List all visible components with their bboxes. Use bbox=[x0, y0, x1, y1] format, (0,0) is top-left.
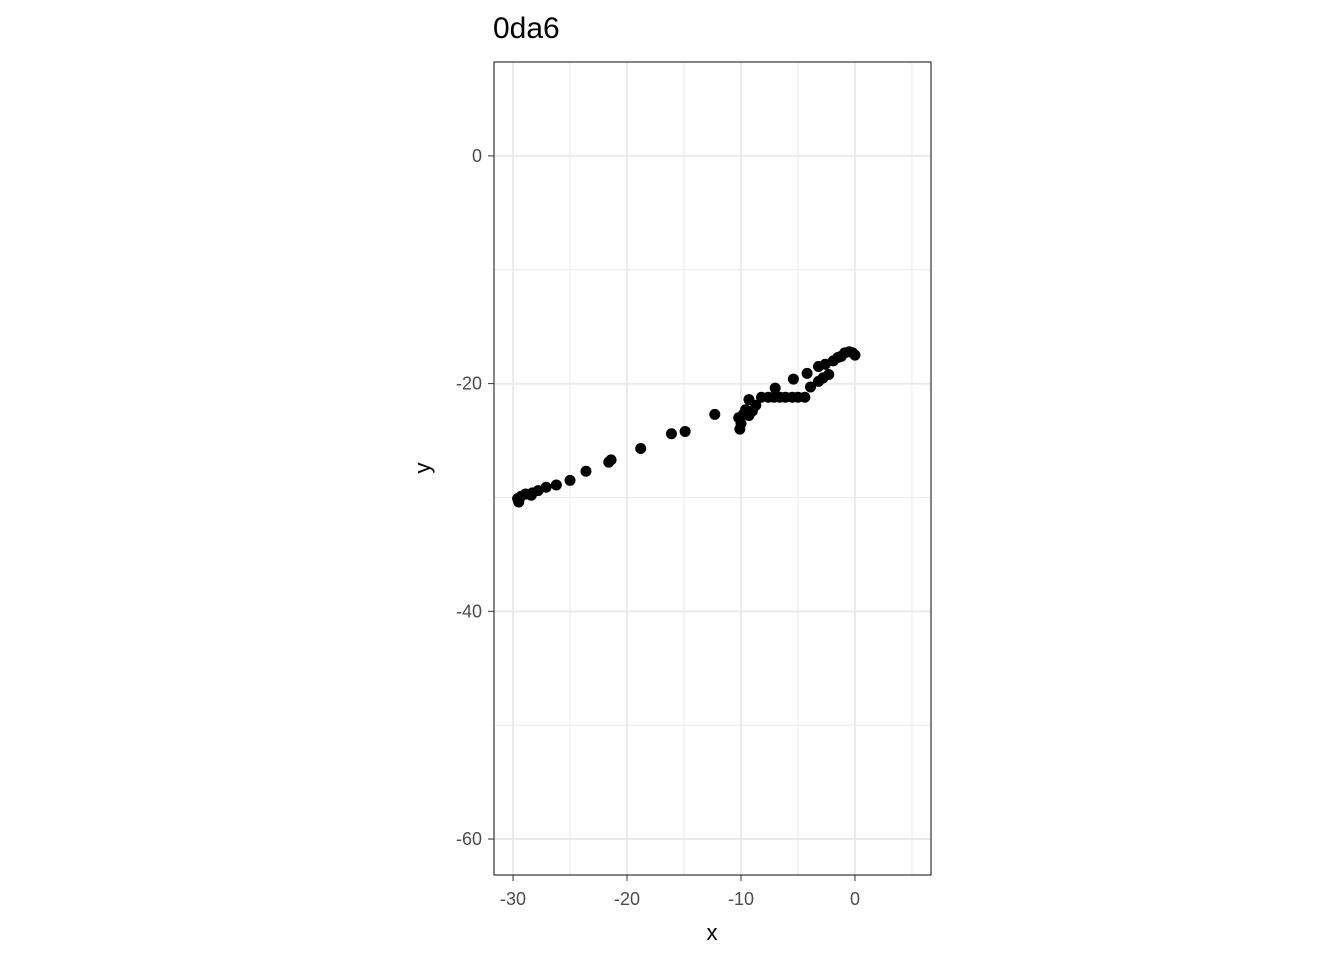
chart-title: 0da6 bbox=[493, 12, 560, 45]
y-tick-label: -60 bbox=[456, 829, 482, 849]
y-tick-label: 0 bbox=[472, 146, 482, 166]
point bbox=[605, 454, 617, 466]
point bbox=[799, 391, 811, 403]
point bbox=[805, 381, 817, 393]
point bbox=[679, 425, 691, 437]
y-axis-label: y bbox=[410, 463, 435, 474]
x-axis-label: x bbox=[707, 920, 718, 945]
y-tick-label: -20 bbox=[456, 374, 482, 394]
point bbox=[580, 465, 592, 477]
point bbox=[801, 367, 813, 379]
point bbox=[550, 479, 562, 491]
point bbox=[823, 369, 835, 381]
point bbox=[750, 399, 762, 411]
point bbox=[635, 443, 647, 455]
x-tick-label: -10 bbox=[728, 889, 754, 909]
point bbox=[665, 428, 677, 440]
x-tick-label: -20 bbox=[614, 889, 640, 909]
point bbox=[540, 481, 552, 493]
y-tick-label: -40 bbox=[456, 601, 482, 621]
x-tick-label: 0 bbox=[850, 889, 860, 909]
x-tick-label: -30 bbox=[500, 889, 526, 909]
point bbox=[709, 408, 721, 420]
point bbox=[769, 382, 781, 394]
point bbox=[787, 373, 799, 385]
panel-border bbox=[493, 61, 932, 876]
point bbox=[564, 474, 576, 486]
point bbox=[849, 349, 861, 361]
